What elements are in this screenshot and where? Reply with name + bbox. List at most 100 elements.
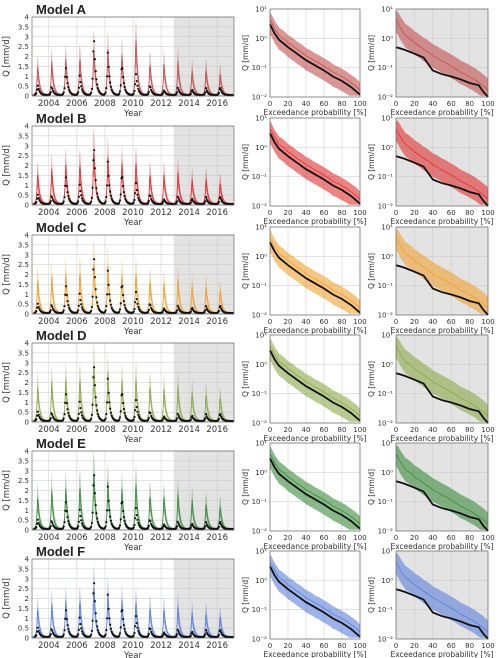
- observed-point: [119, 84, 122, 87]
- observed-point: [96, 409, 99, 412]
- observed-point: [161, 634, 164, 638]
- observed-point: [80, 194, 83, 197]
- observed-point: [51, 87, 54, 90]
- observed-point: [109, 194, 112, 197]
- observed-point: [177, 88, 180, 91]
- observed-point: [176, 86, 179, 89]
- observed-point: [77, 309, 80, 312]
- plot-frame: [269, 334, 361, 424]
- observed-point: [137, 521, 140, 525]
- observed-point: [133, 415, 136, 419]
- y-tick-label: 10¹: [255, 548, 267, 556]
- observed-point: [93, 167, 96, 170]
- observed-point: [150, 306, 153, 310]
- observed-point: [122, 618, 125, 621]
- observed-point: [94, 504, 97, 507]
- observed-point: [150, 522, 153, 526]
- x-tick-label: 60: [447, 100, 456, 108]
- observed-point: [77, 417, 80, 420]
- x-tick-label: 40: [428, 642, 437, 650]
- x-axis-label: Exceedance probability [%]: [263, 217, 366, 226]
- observed-point: [105, 413, 108, 416]
- observed-point: [122, 402, 125, 405]
- observed-series: [33, 582, 234, 639]
- x-tick-label: 80: [465, 209, 474, 217]
- observed-point: [76, 202, 79, 205]
- hydrograph-panel: 0 0.5 1 1.5 2 2.5 3 3.54 2004 2006 2008 2010 2012 201…: [2, 340, 235, 445]
- x-tick-label: 2004: [38, 425, 60, 435]
- y-tick-label: 1.5: [18, 63, 29, 71]
- x-tick-label: 2014: [178, 208, 200, 218]
- observed-point: [118, 418, 121, 421]
- x-tick-label: 2016: [206, 208, 228, 218]
- x-tick-label: 20: [410, 100, 419, 108]
- observed-point: [80, 519, 83, 522]
- x-tick-label: 100: [353, 318, 366, 326]
- x-tick-label: 2014: [178, 425, 200, 435]
- simulated-fdc-band: [396, 11, 488, 96]
- x-axis-label: Exceedance probability [%]: [263, 542, 366, 551]
- y-tick-label: 0: [25, 635, 29, 643]
- x-axis-label: Year: [123, 109, 143, 119]
- observed-point: [67, 412, 70, 415]
- observed-fdc-line: [269, 349, 361, 422]
- y-tick-label: 10¹: [381, 6, 393, 14]
- observed-point: [106, 51, 109, 54]
- observed-point: [124, 414, 127, 417]
- observed-point: [95, 620, 98, 623]
- x-tick-label: 60: [320, 642, 329, 650]
- observed-point: [96, 625, 99, 628]
- observed-point: [136, 302, 139, 305]
- observed-point: [66, 82, 69, 85]
- y-tick-label: 10⁻¹: [252, 173, 268, 181]
- y-axis-label: Q [mm/d]: [367, 35, 376, 71]
- observed-point: [77, 86, 80, 89]
- observed-series: [33, 474, 234, 531]
- observed-point: [80, 88, 84, 91]
- y-tick-label: 10⁻²: [378, 528, 394, 536]
- observed-point: [123, 304, 126, 307]
- observed-point: [48, 634, 52, 638]
- observed-point: [121, 176, 124, 179]
- observed-series: [33, 366, 234, 423]
- y-tick-label: 0: [25, 93, 29, 101]
- observed-point: [93, 58, 96, 61]
- observed-point: [105, 305, 108, 308]
- y-tick-label: 3: [25, 142, 29, 150]
- x-tick-label: 2010: [122, 99, 144, 109]
- observed-point: [191, 414, 194, 418]
- x-tick-label: 0: [268, 534, 272, 542]
- observed-point: [93, 600, 96, 603]
- plot-frame: [31, 558, 235, 639]
- observed-point: [134, 625, 137, 628]
- observed-point: [77, 304, 80, 307]
- simulated-fdc-median: [395, 237, 489, 309]
- observed-point: [90, 309, 93, 312]
- x-tick-label: 0: [268, 318, 272, 326]
- x-axis-label: Exceedance probability [%]: [390, 108, 493, 117]
- observed-point: [95, 187, 98, 190]
- y-tick-label: 10¹: [255, 224, 267, 232]
- simulated-fdc-band: [396, 229, 488, 314]
- observed-point: [96, 83, 99, 86]
- observed-point: [62, 417, 65, 420]
- observed-series: [33, 149, 234, 206]
- observed-point: [63, 305, 66, 308]
- x-tick-label: 60: [320, 100, 329, 108]
- simulated-fdc-median: [395, 128, 489, 200]
- observed-point: [48, 418, 52, 422]
- observed-point: [177, 522, 180, 525]
- observed-point: [67, 522, 71, 525]
- observed-point: [95, 78, 98, 81]
- simulated-fdc-median: [269, 345, 361, 417]
- observed-point: [132, 418, 135, 421]
- observed-point: [51, 305, 54, 308]
- observed-point: [106, 184, 109, 187]
- x-tick-label: 20: [284, 318, 293, 326]
- y-tick-label: 4: [25, 14, 30, 22]
- observed-point: [104, 309, 107, 312]
- x-tick-label: 2016: [206, 99, 228, 109]
- observed-point: [35, 634, 38, 637]
- observed-point: [121, 501, 124, 504]
